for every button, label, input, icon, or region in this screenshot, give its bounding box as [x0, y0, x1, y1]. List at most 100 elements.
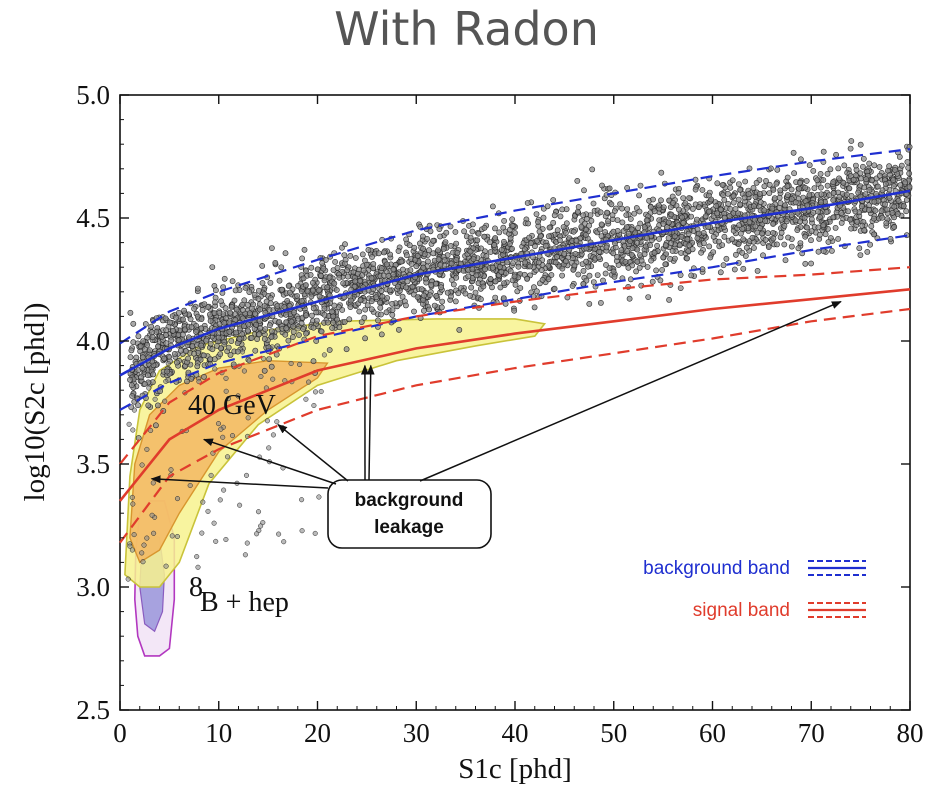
scatter-point [310, 358, 317, 365]
scatter-point [795, 245, 802, 252]
scatter-point [344, 273, 351, 280]
y-tick-label: 4.5 [76, 203, 110, 233]
scatter-point [352, 255, 359, 261]
scatter-point [221, 275, 228, 282]
scatter-point [126, 421, 132, 427]
scatter-point [871, 162, 878, 169]
scatter-point [162, 398, 168, 404]
x-tick-label: 0 [113, 718, 127, 748]
scatter-point [898, 162, 905, 169]
scatter-point [610, 268, 617, 275]
scatter-point [217, 497, 223, 503]
scatter-point [470, 256, 477, 262]
scatter-point [802, 184, 808, 191]
scatter-point [413, 263, 420, 270]
scatter-point [331, 280, 338, 287]
scatter-point [285, 282, 292, 289]
scatter-point [276, 531, 282, 537]
scatter-point [433, 292, 440, 299]
scatter-point [895, 197, 902, 204]
scatter-point [174, 533, 180, 540]
scatter-point [187, 316, 194, 322]
scatter-point [658, 169, 665, 176]
scatter-point [590, 200, 597, 207]
scatter-point [295, 326, 301, 332]
scatter-point [757, 199, 764, 206]
scatter-point [141, 542, 147, 548]
scatter-point [175, 337, 182, 344]
scatter-point [808, 216, 815, 223]
scatter-point [245, 415, 251, 421]
scatter-point [656, 217, 663, 223]
scatter-point [770, 221, 776, 227]
scatter-point [850, 176, 857, 183]
x-axis-title: S1c [phd] [458, 753, 572, 785]
scatter-point [139, 354, 146, 361]
scatter-point [373, 294, 380, 301]
scatter-point [737, 186, 743, 193]
scatter-point [552, 259, 559, 266]
scatter-point [836, 193, 843, 200]
scatter-point [198, 316, 205, 322]
scatter-point [334, 316, 340, 323]
scatter-point [141, 346, 148, 353]
scatter-point [824, 170, 831, 177]
scatter-point [729, 236, 735, 243]
scatter-point [324, 284, 331, 291]
scatter-point [239, 315, 246, 322]
scatter-point [785, 234, 791, 241]
scatter-point [249, 305, 255, 312]
scatter-point [740, 236, 747, 243]
scatter-point [270, 432, 276, 438]
scatter-point [667, 255, 673, 262]
scatter-point [430, 250, 437, 257]
scatter-point [368, 306, 375, 313]
scatter-point [872, 207, 879, 214]
scatter-point [435, 247, 441, 254]
scatter-point [654, 242, 660, 249]
scatter-point [757, 225, 763, 231]
scatter-point [179, 331, 186, 338]
scatter-point [781, 241, 788, 248]
scatter-point [862, 191, 869, 198]
scatter-point [268, 363, 275, 370]
scatter-point [686, 195, 692, 201]
scatter-point [208, 472, 214, 478]
scatter-point [717, 269, 724, 276]
scatter-point [296, 332, 302, 338]
scatter-point [540, 214, 547, 221]
scatter-point [879, 187, 886, 194]
scatter-point [220, 434, 226, 440]
scatter-point [211, 520, 217, 526]
x-tick-label: 60 [699, 718, 726, 748]
scatter-point [596, 254, 602, 261]
scatter-point [539, 276, 546, 283]
scatter-point [733, 251, 739, 258]
scatter-point [889, 209, 896, 216]
scatter-point [735, 210, 741, 217]
scatter-point [390, 266, 397, 273]
scatter-point [268, 328, 275, 334]
scatter-point [662, 242, 669, 249]
scatter-point [343, 346, 350, 353]
scatter-point [765, 244, 772, 250]
scatter-point [599, 182, 605, 189]
scatter-point [847, 216, 853, 223]
scatter-point [810, 209, 817, 216]
scatter-point [739, 249, 746, 256]
scatter-point [546, 233, 552, 240]
scatter-point [627, 216, 634, 222]
scatter-point [871, 215, 877, 222]
scatter-point [395, 248, 402, 254]
scatter-point [168, 467, 174, 473]
scatter-point [563, 220, 570, 227]
scatter-point [308, 293, 315, 300]
scatter-point [162, 332, 169, 338]
scatter-point [864, 248, 871, 255]
legend: background band signal band [643, 558, 866, 621]
scatter-point [254, 531, 260, 537]
scatter-point [551, 212, 558, 219]
scatter-point [791, 170, 797, 177]
scatter-point [860, 155, 867, 162]
y-tick-label: 3.0 [76, 572, 110, 602]
